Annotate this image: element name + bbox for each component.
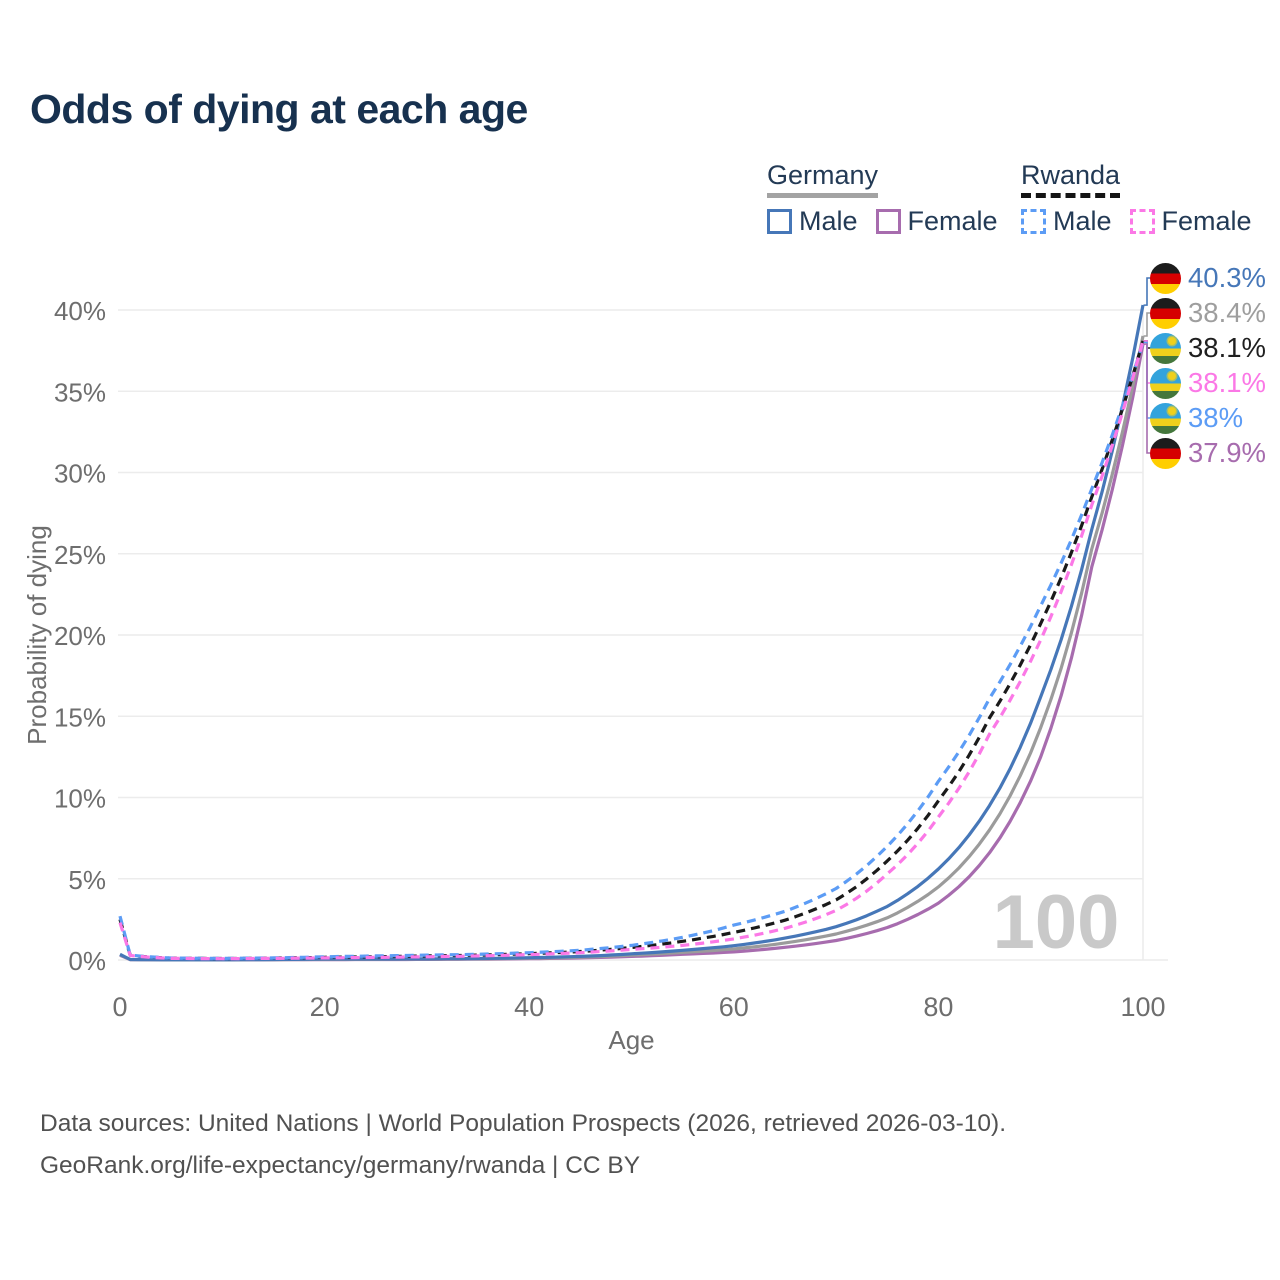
legend-swatch-rw_f xyxy=(1129,209,1155,234)
germany-flag-icon xyxy=(1150,297,1181,329)
legend-group-rwanda: Rwanda Male Female xyxy=(1021,160,1252,237)
y-tick-label-25: 25% xyxy=(54,540,106,570)
y-tick-label-40: 40% xyxy=(54,296,106,326)
series-line-de_m[interactable] xyxy=(119,304,1145,962)
series-line-rw_m[interactable] xyxy=(118,342,1145,960)
legend-items-rwanda: Male Female xyxy=(1021,206,1252,237)
end-label-value: 38% xyxy=(1188,402,1244,433)
x-tick-label-40: 40 xyxy=(514,992,544,1022)
y-tick-label-30: 30% xyxy=(54,459,106,489)
x-tick-label-100: 100 xyxy=(1120,992,1165,1022)
end-label-connector-de_f xyxy=(1143,343,1151,454)
end-label-row-rw_f: 38.1% xyxy=(1150,366,1266,400)
x-tick-label-20: 20 xyxy=(310,992,340,1022)
rwanda-flag-icon xyxy=(1150,367,1181,399)
x-tick-label-0: 0 xyxy=(112,992,127,1022)
series-line-de_avg[interactable] xyxy=(119,335,1145,962)
x-axis-title: Age xyxy=(608,1025,654,1055)
end-label-value: 37.9% xyxy=(1188,437,1266,468)
end-label-connector-de_avg xyxy=(1143,312,1151,337)
rwanda-flag-icon xyxy=(1150,402,1181,434)
legend-title-rwanda[interactable]: Rwanda xyxy=(1021,160,1121,198)
legend-label-de_m: Male xyxy=(799,206,858,236)
y-tick-label-10: 10% xyxy=(54,784,106,814)
y-tick-label-20: 20% xyxy=(54,621,106,651)
end-label-row-rw_m: 38% xyxy=(1150,401,1243,435)
legend-swatch-de_f xyxy=(875,209,901,234)
series-line-rw_f[interactable] xyxy=(118,340,1145,961)
y-tick-label-15: 15% xyxy=(54,702,106,732)
footer-attribution: GeoRank.org/life-expectancy/germany/rwan… xyxy=(40,1152,641,1179)
y-tick-label-0: 0% xyxy=(68,946,106,976)
end-label-value: 38.1% xyxy=(1188,332,1266,363)
end-label-connector-de_m xyxy=(1143,277,1151,306)
legend-label-de_f: Female xyxy=(907,206,998,236)
y-axis-title: Probability of dying xyxy=(22,525,52,745)
footer-data-sources: Data sources: United Nations | World Pop… xyxy=(40,1110,1007,1137)
end-label-row-de_f: 37.9% xyxy=(1150,436,1266,470)
x-tick-label-80: 80 xyxy=(923,992,953,1022)
legend-group-germany: Germany Male Female xyxy=(767,160,998,237)
y-tick-label-5: 5% xyxy=(68,865,106,895)
legend-label-rw_f: Female xyxy=(1161,206,1252,236)
series-line-rw_avg[interactable] xyxy=(118,340,1145,961)
legend-swatch-rw_m xyxy=(1021,209,1046,234)
germany-flag-icon xyxy=(1150,437,1181,469)
x-tick-label-60: 60 xyxy=(719,992,749,1022)
end-label-row-de_avg: 38.4% xyxy=(1150,296,1266,330)
legend-item-de_f[interactable]: Female xyxy=(875,206,998,237)
footer: Data sources: United Nations | World Pop… xyxy=(40,1103,1006,1187)
series-line-de_f[interactable] xyxy=(119,343,1145,962)
y-tick-label-35: 35% xyxy=(54,377,106,407)
end-label-value: 38.1% xyxy=(1188,367,1266,398)
germany-flag-icon xyxy=(1150,262,1181,294)
age-watermark: 100 xyxy=(993,880,1120,965)
rwanda-flag-icon xyxy=(1150,332,1181,364)
legend-title-germany[interactable]: Germany xyxy=(767,160,879,198)
legend-label-rw_m: Male xyxy=(1053,206,1112,236)
end-label-row-rw_avg: 38.1% xyxy=(1150,331,1266,365)
legend-swatch-de_m xyxy=(767,209,792,234)
page-title: Odds of dying at each age xyxy=(30,86,528,132)
legend-items-germany: Male Female xyxy=(767,206,998,237)
end-label-value: 38.4% xyxy=(1188,297,1266,328)
legend-item-rw_m[interactable]: Male xyxy=(1021,206,1112,237)
end-label-row-de_m: 40.3% xyxy=(1150,261,1266,295)
legend-item-rw_f[interactable]: Female xyxy=(1129,206,1252,237)
legend-item-de_m[interactable]: Male xyxy=(767,206,858,237)
end-label-value: 40.3% xyxy=(1188,262,1266,293)
